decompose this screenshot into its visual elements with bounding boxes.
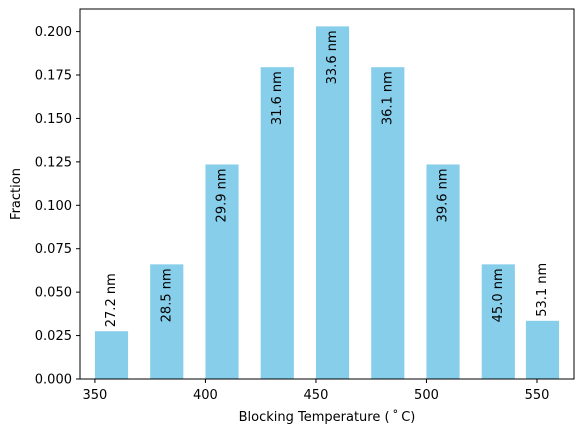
x-tick-label-3: 500 [414, 388, 439, 403]
bar-7 [481, 264, 515, 379]
x-tick-label-4: 550 [525, 388, 550, 403]
bar-0 [94, 331, 129, 379]
bar-label-3: 31.6 nm [270, 71, 285, 125]
bar-label-1: 28.5 nm [159, 268, 174, 322]
bar-label-8: 53.1 nm [535, 263, 550, 317]
y-tick-label-1: 0.025 [35, 329, 72, 344]
y-tick-label-4: 0.100 [35, 199, 72, 214]
axes-frame [79, 8, 575, 380]
x-ticks-group: 350 400 450 500 550 [83, 379, 550, 403]
bar-label-5: 36.1 nm [380, 71, 395, 125]
bar-3 [260, 67, 294, 379]
bar-label-0: 27.2 nm [104, 273, 119, 327]
y-tick-label-2: 0.050 [35, 286, 72, 301]
x-axis-label: Blocking Temperature ( ˚ C) [239, 409, 416, 425]
bar-8 [525, 320, 560, 379]
y-tick-label-6: 0.150 [35, 112, 72, 127]
bar-1 [150, 264, 184, 379]
y-tick-label-0: 0.000 [35, 373, 72, 388]
x-tick-label-0: 350 [83, 388, 108, 403]
bar-2 [205, 164, 239, 379]
bar-label-4: 33.6 nm [325, 30, 340, 84]
bar-label-7: 45.0 nm [491, 268, 506, 322]
bar-6 [426, 164, 460, 379]
y-axis-label: Fraction [9, 168, 24, 220]
bar-label-2: 29.9 nm [215, 168, 230, 222]
x-tick-label-2: 450 [304, 388, 329, 403]
y-tick-label-7: 0.175 [35, 69, 72, 84]
y-tick-label-8: 0.200 [35, 25, 72, 40]
x-tick-label-1: 400 [193, 388, 218, 403]
bar-labels-group: 27.2 nm 28.5 nm 29.9 nm 31.6 nm 33.6 nm 36.1 … [104, 30, 550, 327]
bar-4 [315, 26, 350, 380]
bar-label-6: 39.6 nm [436, 168, 451, 222]
bar-5 [371, 67, 405, 379]
bars-group [94, 26, 560, 380]
y-tick-label-3: 0.075 [35, 242, 72, 257]
y-tick-label-5: 0.125 [35, 155, 72, 170]
y-ticks-group: 0.000 0.025 0.050 0.075 0.100 0.125 0.150 0.175… [35, 25, 80, 388]
